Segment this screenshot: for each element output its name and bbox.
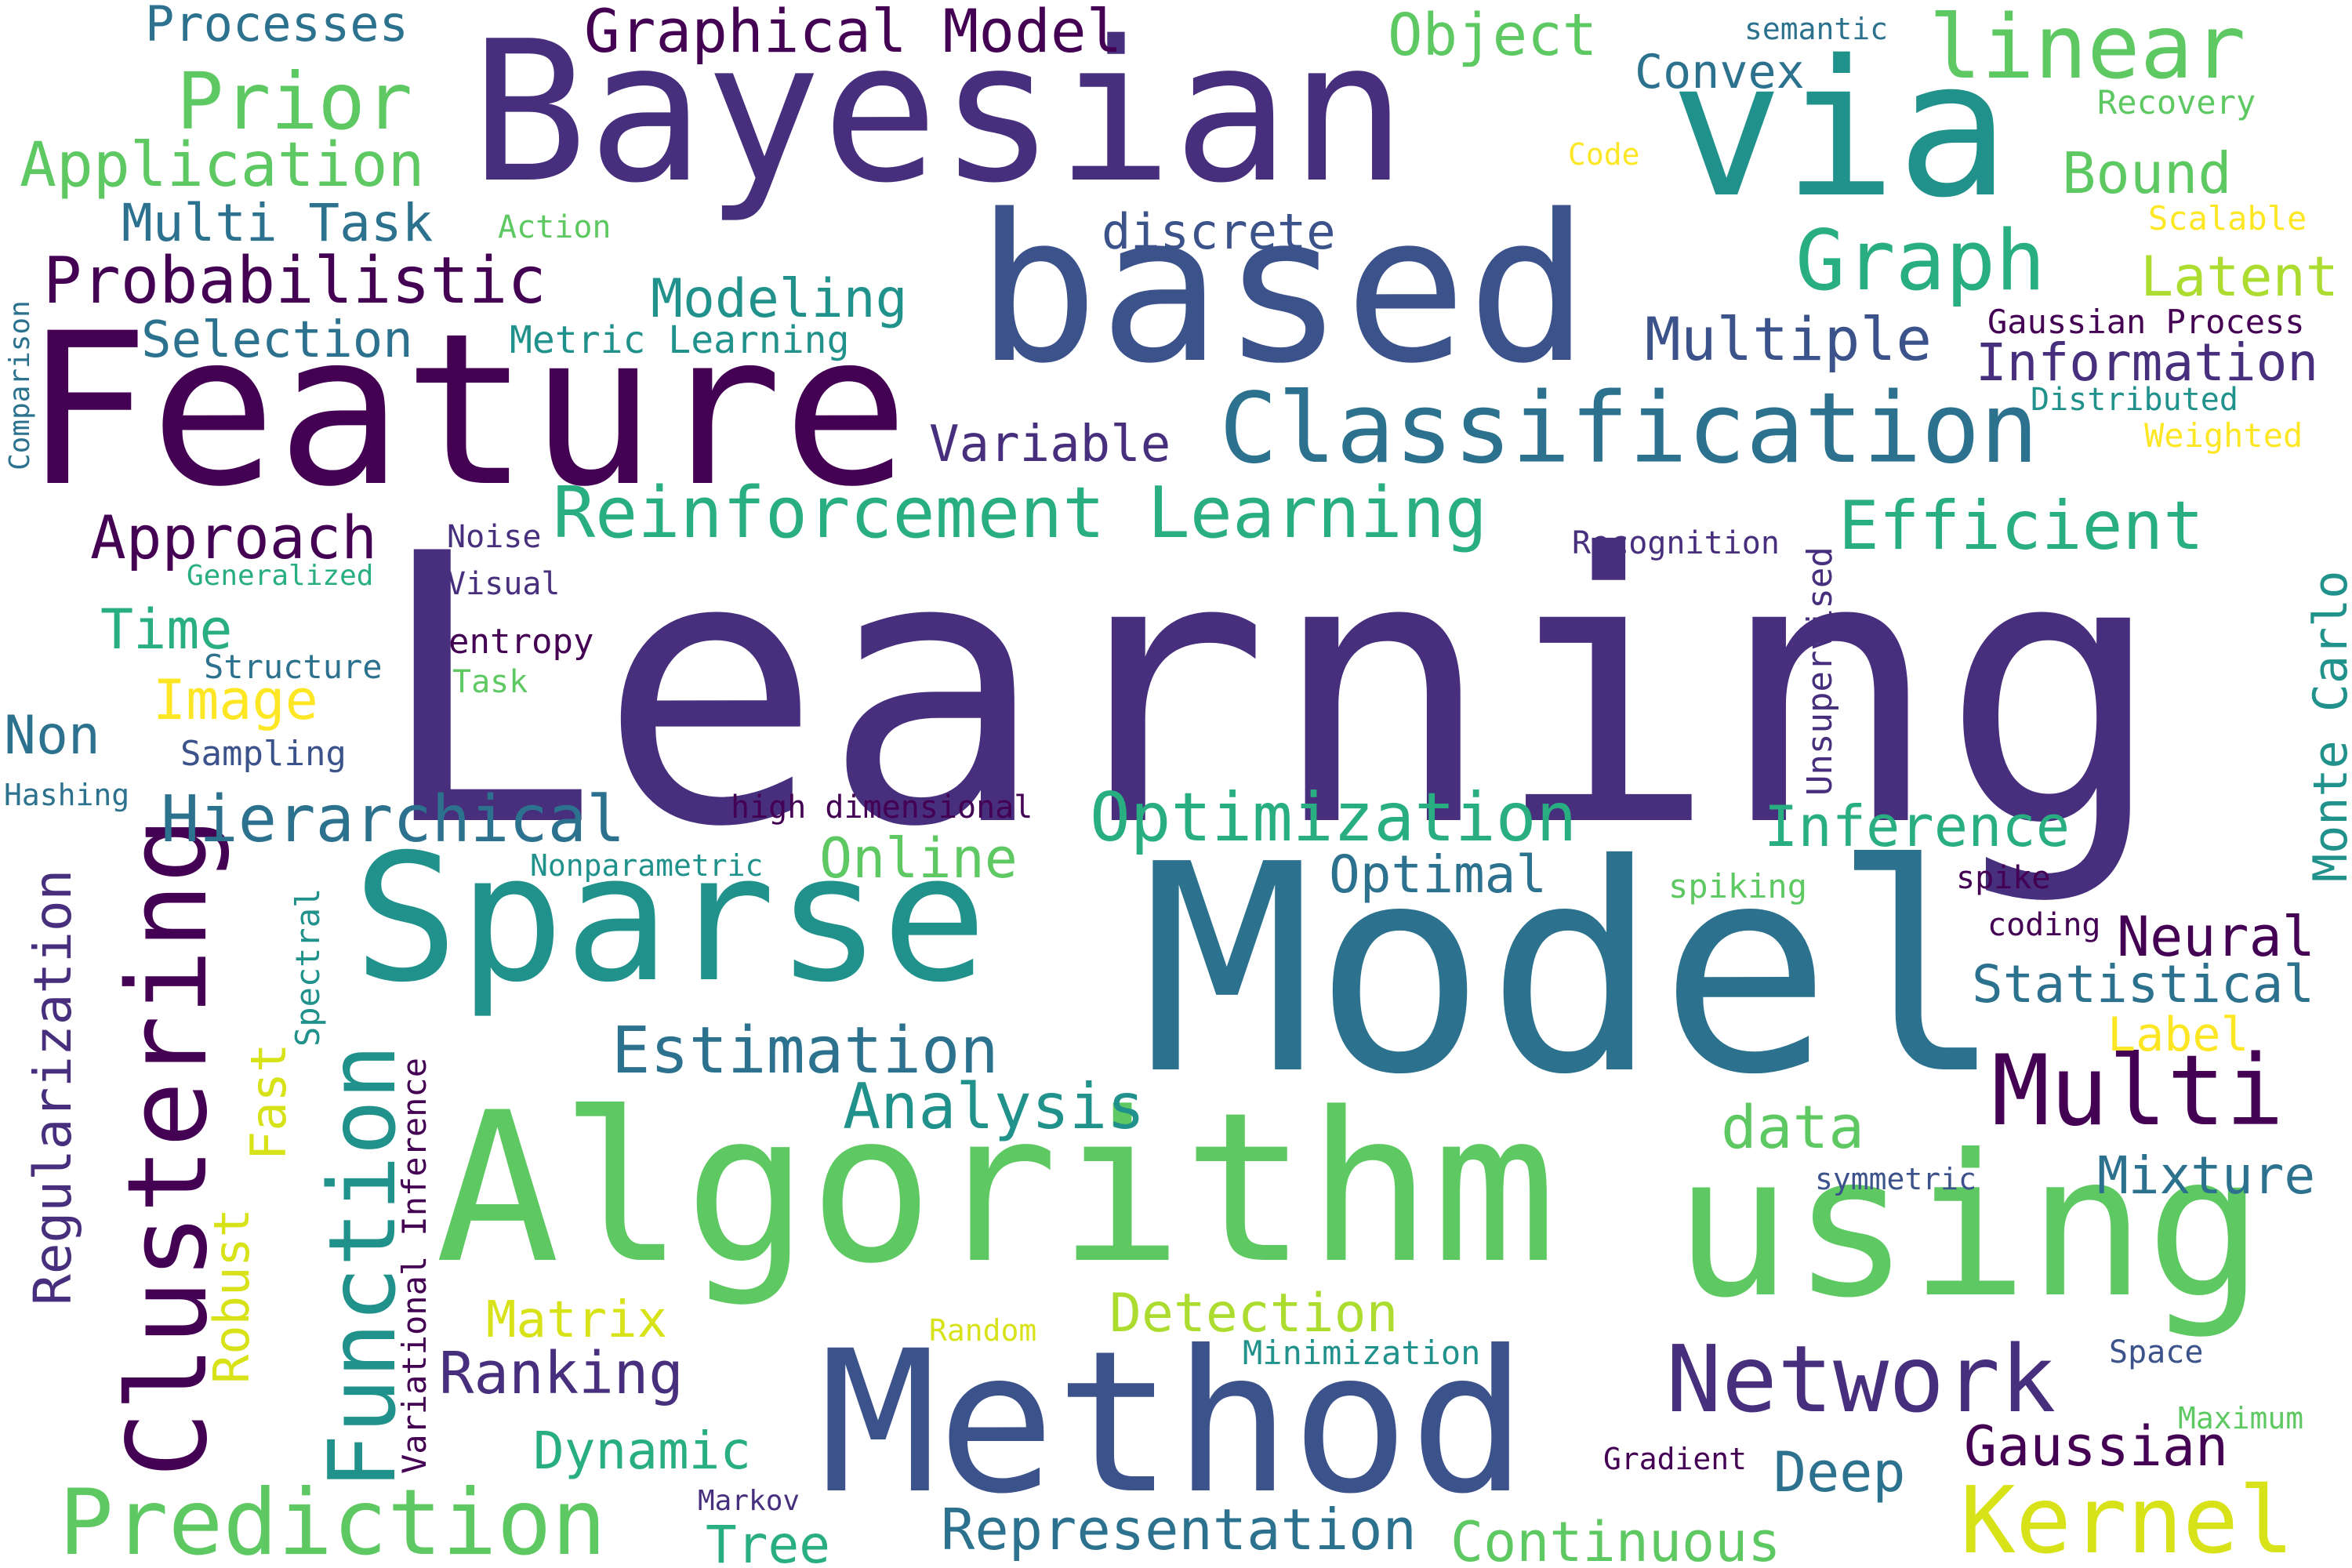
word-modeling: Modeling <box>651 268 908 330</box>
word-recognition: Recognition <box>1572 525 1780 561</box>
word-noise: Noise <box>447 519 542 555</box>
word-robust: Robust <box>203 1208 260 1384</box>
word-inference: Inference <box>1764 793 2071 859</box>
word-multi: Multi <box>1991 1035 2285 1148</box>
word-neural: Neural <box>2117 905 2315 969</box>
word-matrix: Matrix <box>486 1291 668 1349</box>
word-nonparametric: Nonparametric <box>530 848 764 883</box>
word-optimal: Optimal <box>1329 844 1548 905</box>
word-representation: Representation <box>941 1497 1417 1563</box>
word-data: data <box>1721 1092 1865 1162</box>
word-image: Image <box>153 668 318 732</box>
word-task: Task <box>452 664 528 700</box>
word-scalable: Scalable <box>2148 199 2307 238</box>
word-information: Information <box>1976 332 2319 393</box>
word-code: Code <box>1568 137 1640 172</box>
word-learning: Learning <box>375 475 2165 908</box>
word-detection: Detection <box>1109 1283 1399 1345</box>
word-unsupervised: Unsupervised <box>1800 546 1840 796</box>
word-entropy: entropy <box>448 622 594 662</box>
word-tree: Tree <box>706 1515 830 1568</box>
word-using: using <box>1674 1112 2264 1341</box>
word-hashing: Hashing <box>4 778 130 812</box>
word-latent: Latent <box>2140 245 2339 309</box>
word-based: based <box>976 172 1590 408</box>
word-gaussian: Gaussian <box>1964 1414 2229 1479</box>
word-discrete: discrete <box>1102 203 1336 260</box>
word-recovery: Recovery <box>2097 83 2256 122</box>
word-algorithm: Algorithm <box>435 1069 1557 1309</box>
word-generalized: Generalized <box>187 560 374 592</box>
word-weighted: Weighted <box>2144 416 2303 455</box>
word-ranking: Ranking <box>439 1340 684 1407</box>
word-action: Action <box>498 209 612 245</box>
word-hierarchical: Hierarchical <box>161 782 626 857</box>
word-method: Method <box>819 1308 1528 1537</box>
word-semantic: semantic <box>1744 12 1889 46</box>
word-gradient: Gradient <box>1603 1442 1748 1476</box>
word-minimization: Minimization <box>1243 1334 1481 1372</box>
word-continuous: Continuous <box>1450 1510 1781 1568</box>
word-symmetric: symmetric <box>1815 1162 1976 1196</box>
word-efficient: Efficient <box>1838 487 2204 565</box>
word-via: via <box>1670 20 2010 239</box>
word-selection: Selection <box>141 311 413 369</box>
word-random: Random <box>929 1313 1037 1348</box>
word-variational-inference: Variational Inference <box>395 1057 434 1474</box>
word-label: Label <box>2107 1007 2249 1062</box>
word-estimation: Estimation <box>612 1014 999 1088</box>
word-sampling: Sampling <box>180 734 347 774</box>
word-variable: Variable <box>929 416 1171 474</box>
word-spectral: Spectral <box>289 887 327 1047</box>
word-high-dimensional: high dimensional <box>731 789 1033 826</box>
word-monte-carlo: Monte Carlo <box>2303 570 2352 882</box>
word-time: Time <box>100 597 233 662</box>
word-regularization: Regularization <box>23 869 83 1305</box>
word-space: Space <box>2109 1334 2204 1370</box>
word-convex: Convex <box>1635 45 1805 100</box>
word-graphical-model: Graphical Model <box>584 0 1123 66</box>
word-comparison: Comparison <box>4 300 36 470</box>
word-deep: Deep <box>1773 1440 1906 1504</box>
word-maximum: Maximum <box>2178 1401 2304 1436</box>
word-reinforcement-learning: Reinforcement Learning <box>553 472 1488 554</box>
word-approach: Approach <box>90 503 378 572</box>
word-network: Network <box>1666 1325 2056 1433</box>
word-prior: Prior <box>176 56 413 147</box>
word-application: Application <box>20 130 425 201</box>
word-fast: Fast <box>240 1043 297 1160</box>
word-optimization: Optimization <box>1090 779 1577 857</box>
word-spike: spike <box>1956 860 2051 896</box>
word-kernel: Kernel <box>1960 1466 2295 1568</box>
word-classification: Classification <box>1219 372 2039 485</box>
word-distributed: Distributed <box>2031 382 2238 418</box>
word-multiple: Multiple <box>1645 304 1933 374</box>
word-mixture: Mixture <box>2097 1145 2316 1206</box>
word-metric-learning: Metric Learning <box>510 318 850 362</box>
word-structure: Structure <box>204 648 383 686</box>
word-object: Object <box>1388 2 1598 69</box>
word-processes: Processes <box>145 0 408 53</box>
word-bayesian: Bayesian <box>470 0 1407 226</box>
word-multi-task: Multi Task <box>122 193 434 253</box>
word-prediction: Prediction <box>59 1470 607 1568</box>
word-model: Model <box>1141 804 2005 1138</box>
word-sparse: Sparse <box>353 816 988 1021</box>
word-spiking: spiking <box>1668 867 1808 906</box>
word-linear: linear <box>1929 0 2246 99</box>
word-dynamic: Dynamic <box>533 1421 752 1481</box>
word-online: Online <box>819 826 1018 891</box>
word-gaussian-process: Gaussian Process <box>1987 303 2305 341</box>
word-bound: Bound <box>2062 140 2232 206</box>
word-coding: coding <box>1987 907 2101 943</box>
word-non: Non <box>4 705 100 767</box>
word-probabilistic: Probabilistic <box>43 244 546 318</box>
word-statistical: Statistical <box>1972 954 2315 1014</box>
word-visual: Visual <box>447 566 561 602</box>
word-analysis: Analysis <box>843 1070 1145 1143</box>
word-markov: Markov <box>698 1485 800 1517</box>
word-feature: Feature <box>24 289 909 533</box>
word-graph: Graph <box>1795 212 2046 309</box>
